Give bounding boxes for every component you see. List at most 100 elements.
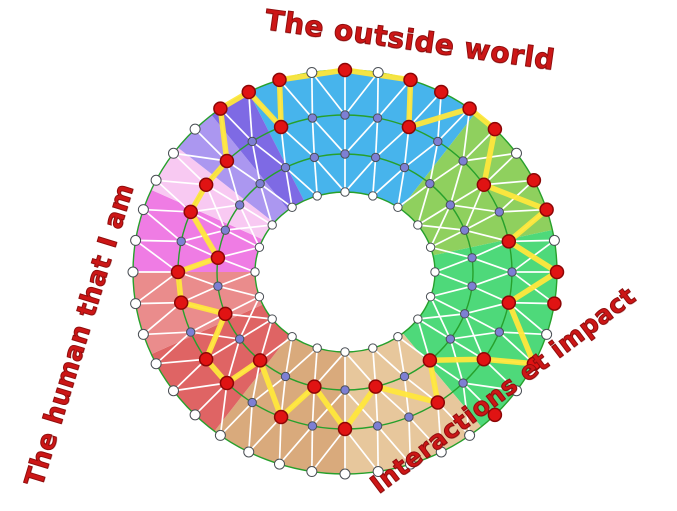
- graph-node[interactable]: [243, 446, 255, 458]
- graph-node[interactable]: [186, 327, 196, 337]
- highlighted-node[interactable]: [476, 177, 492, 193]
- graph-node[interactable]: [445, 334, 456, 344]
- graph-node[interactable]: [214, 429, 226, 441]
- graph-node[interactable]: [130, 298, 142, 310]
- graph-node[interactable]: [287, 332, 297, 342]
- graph-node[interactable]: [541, 328, 553, 340]
- graph-node[interactable]: [280, 162, 291, 173]
- graph-node[interactable]: [459, 309, 470, 319]
- graph-node[interactable]: [254, 242, 265, 252]
- graph-node[interactable]: [220, 225, 231, 235]
- graph-node[interactable]: [467, 281, 477, 291]
- graph-node[interactable]: [167, 385, 179, 397]
- graph-node[interactable]: [458, 378, 468, 388]
- highlighted-node[interactable]: [462, 101, 477, 116]
- highlighted-node[interactable]: [213, 101, 228, 116]
- graph-node[interactable]: [306, 66, 318, 78]
- graph-node[interactable]: [340, 149, 350, 159]
- graph-node[interactable]: [267, 220, 277, 230]
- graph-node[interactable]: [130, 234, 142, 246]
- graph-node[interactable]: [167, 147, 179, 159]
- highlighted-node[interactable]: [401, 119, 417, 135]
- highlighted-node[interactable]: [307, 379, 322, 394]
- graph-node[interactable]: [507, 267, 517, 277]
- graph-node[interactable]: [255, 178, 265, 189]
- graph-node[interactable]: [247, 136, 257, 147]
- graph-node[interactable]: [340, 110, 350, 120]
- graph-node[interactable]: [464, 429, 476, 441]
- highlighted-node[interactable]: [170, 264, 186, 280]
- highlighted-node[interactable]: [272, 72, 287, 88]
- graph-node[interactable]: [372, 421, 383, 431]
- graph-node[interactable]: [137, 204, 149, 216]
- highlighted-node[interactable]: [368, 379, 383, 394]
- graph-node[interactable]: [425, 178, 435, 189]
- graph-node[interactable]: [307, 113, 318, 123]
- highlighted-node[interactable]: [487, 407, 503, 423]
- graph-node[interactable]: [340, 385, 350, 395]
- graph-node[interactable]: [307, 421, 318, 431]
- graph-node[interactable]: [548, 234, 560, 246]
- graph-node[interactable]: [494, 327, 504, 337]
- graph-node[interactable]: [368, 343, 378, 353]
- graph-node[interactable]: [312, 343, 322, 353]
- graph-node[interactable]: [137, 328, 149, 340]
- graph-node[interactable]: [280, 371, 291, 382]
- graph-node[interactable]: [340, 187, 350, 197]
- highlighted-node[interactable]: [526, 173, 542, 188]
- graph-node[interactable]: [399, 371, 410, 382]
- graph-node[interactable]: [312, 191, 322, 201]
- graph-node[interactable]: [127, 266, 139, 278]
- graph-node[interactable]: [234, 334, 245, 344]
- graph-node[interactable]: [254, 292, 265, 302]
- graph-node[interactable]: [372, 113, 383, 123]
- highlighted-node[interactable]: [539, 202, 554, 217]
- graph-node[interactable]: [189, 409, 201, 421]
- graph-node[interactable]: [435, 446, 447, 458]
- highlighted-node[interactable]: [403, 72, 418, 88]
- graph-node[interactable]: [393, 332, 403, 342]
- graph-node[interactable]: [399, 162, 410, 173]
- graph-node[interactable]: [494, 207, 504, 217]
- graph-node[interactable]: [189, 123, 201, 135]
- highlighted-node[interactable]: [219, 375, 235, 391]
- graph-node[interactable]: [425, 242, 436, 252]
- graph-node[interactable]: [273, 458, 285, 470]
- highlighted-node[interactable]: [273, 409, 289, 425]
- highlighted-node[interactable]: [241, 84, 257, 100]
- highlighted-node[interactable]: [183, 204, 198, 220]
- highlighted-node[interactable]: [549, 264, 565, 280]
- graph-node[interactable]: [213, 281, 223, 291]
- highlighted-node[interactable]: [526, 356, 542, 371]
- graph-node[interactable]: [458, 156, 468, 166]
- graph-node[interactable]: [511, 385, 523, 397]
- graph-node[interactable]: [309, 152, 320, 163]
- graph-node[interactable]: [425, 292, 436, 302]
- graph-node[interactable]: [413, 220, 423, 230]
- graph-node[interactable]: [306, 466, 318, 478]
- graph-node[interactable]: [372, 66, 384, 78]
- graph-node[interactable]: [405, 458, 417, 470]
- graph-node[interactable]: [459, 225, 470, 235]
- graph-node[interactable]: [370, 152, 381, 163]
- highlighted-node[interactable]: [487, 121, 503, 137]
- highlighted-node[interactable]: [501, 234, 517, 249]
- highlighted-node[interactable]: [252, 353, 268, 368]
- graph-node[interactable]: [430, 267, 440, 277]
- graph-node[interactable]: [150, 174, 162, 186]
- highlighted-node[interactable]: [337, 421, 353, 437]
- graph-node[interactable]: [250, 267, 260, 277]
- graph-node[interactable]: [247, 397, 257, 408]
- graph-node[interactable]: [393, 202, 403, 212]
- highlighted-node[interactable]: [198, 351, 214, 367]
- highlighted-node[interactable]: [430, 395, 446, 410]
- highlighted-node[interactable]: [422, 353, 438, 368]
- graph-node[interactable]: [287, 202, 297, 212]
- graph-node[interactable]: [445, 200, 456, 210]
- graph-node[interactable]: [372, 466, 384, 478]
- highlighted-node[interactable]: [210, 250, 226, 266]
- highlighted-node[interactable]: [433, 84, 449, 100]
- highlighted-node[interactable]: [218, 306, 233, 322]
- highlighted-node[interactable]: [337, 62, 353, 78]
- graph-node[interactable]: [267, 314, 277, 324]
